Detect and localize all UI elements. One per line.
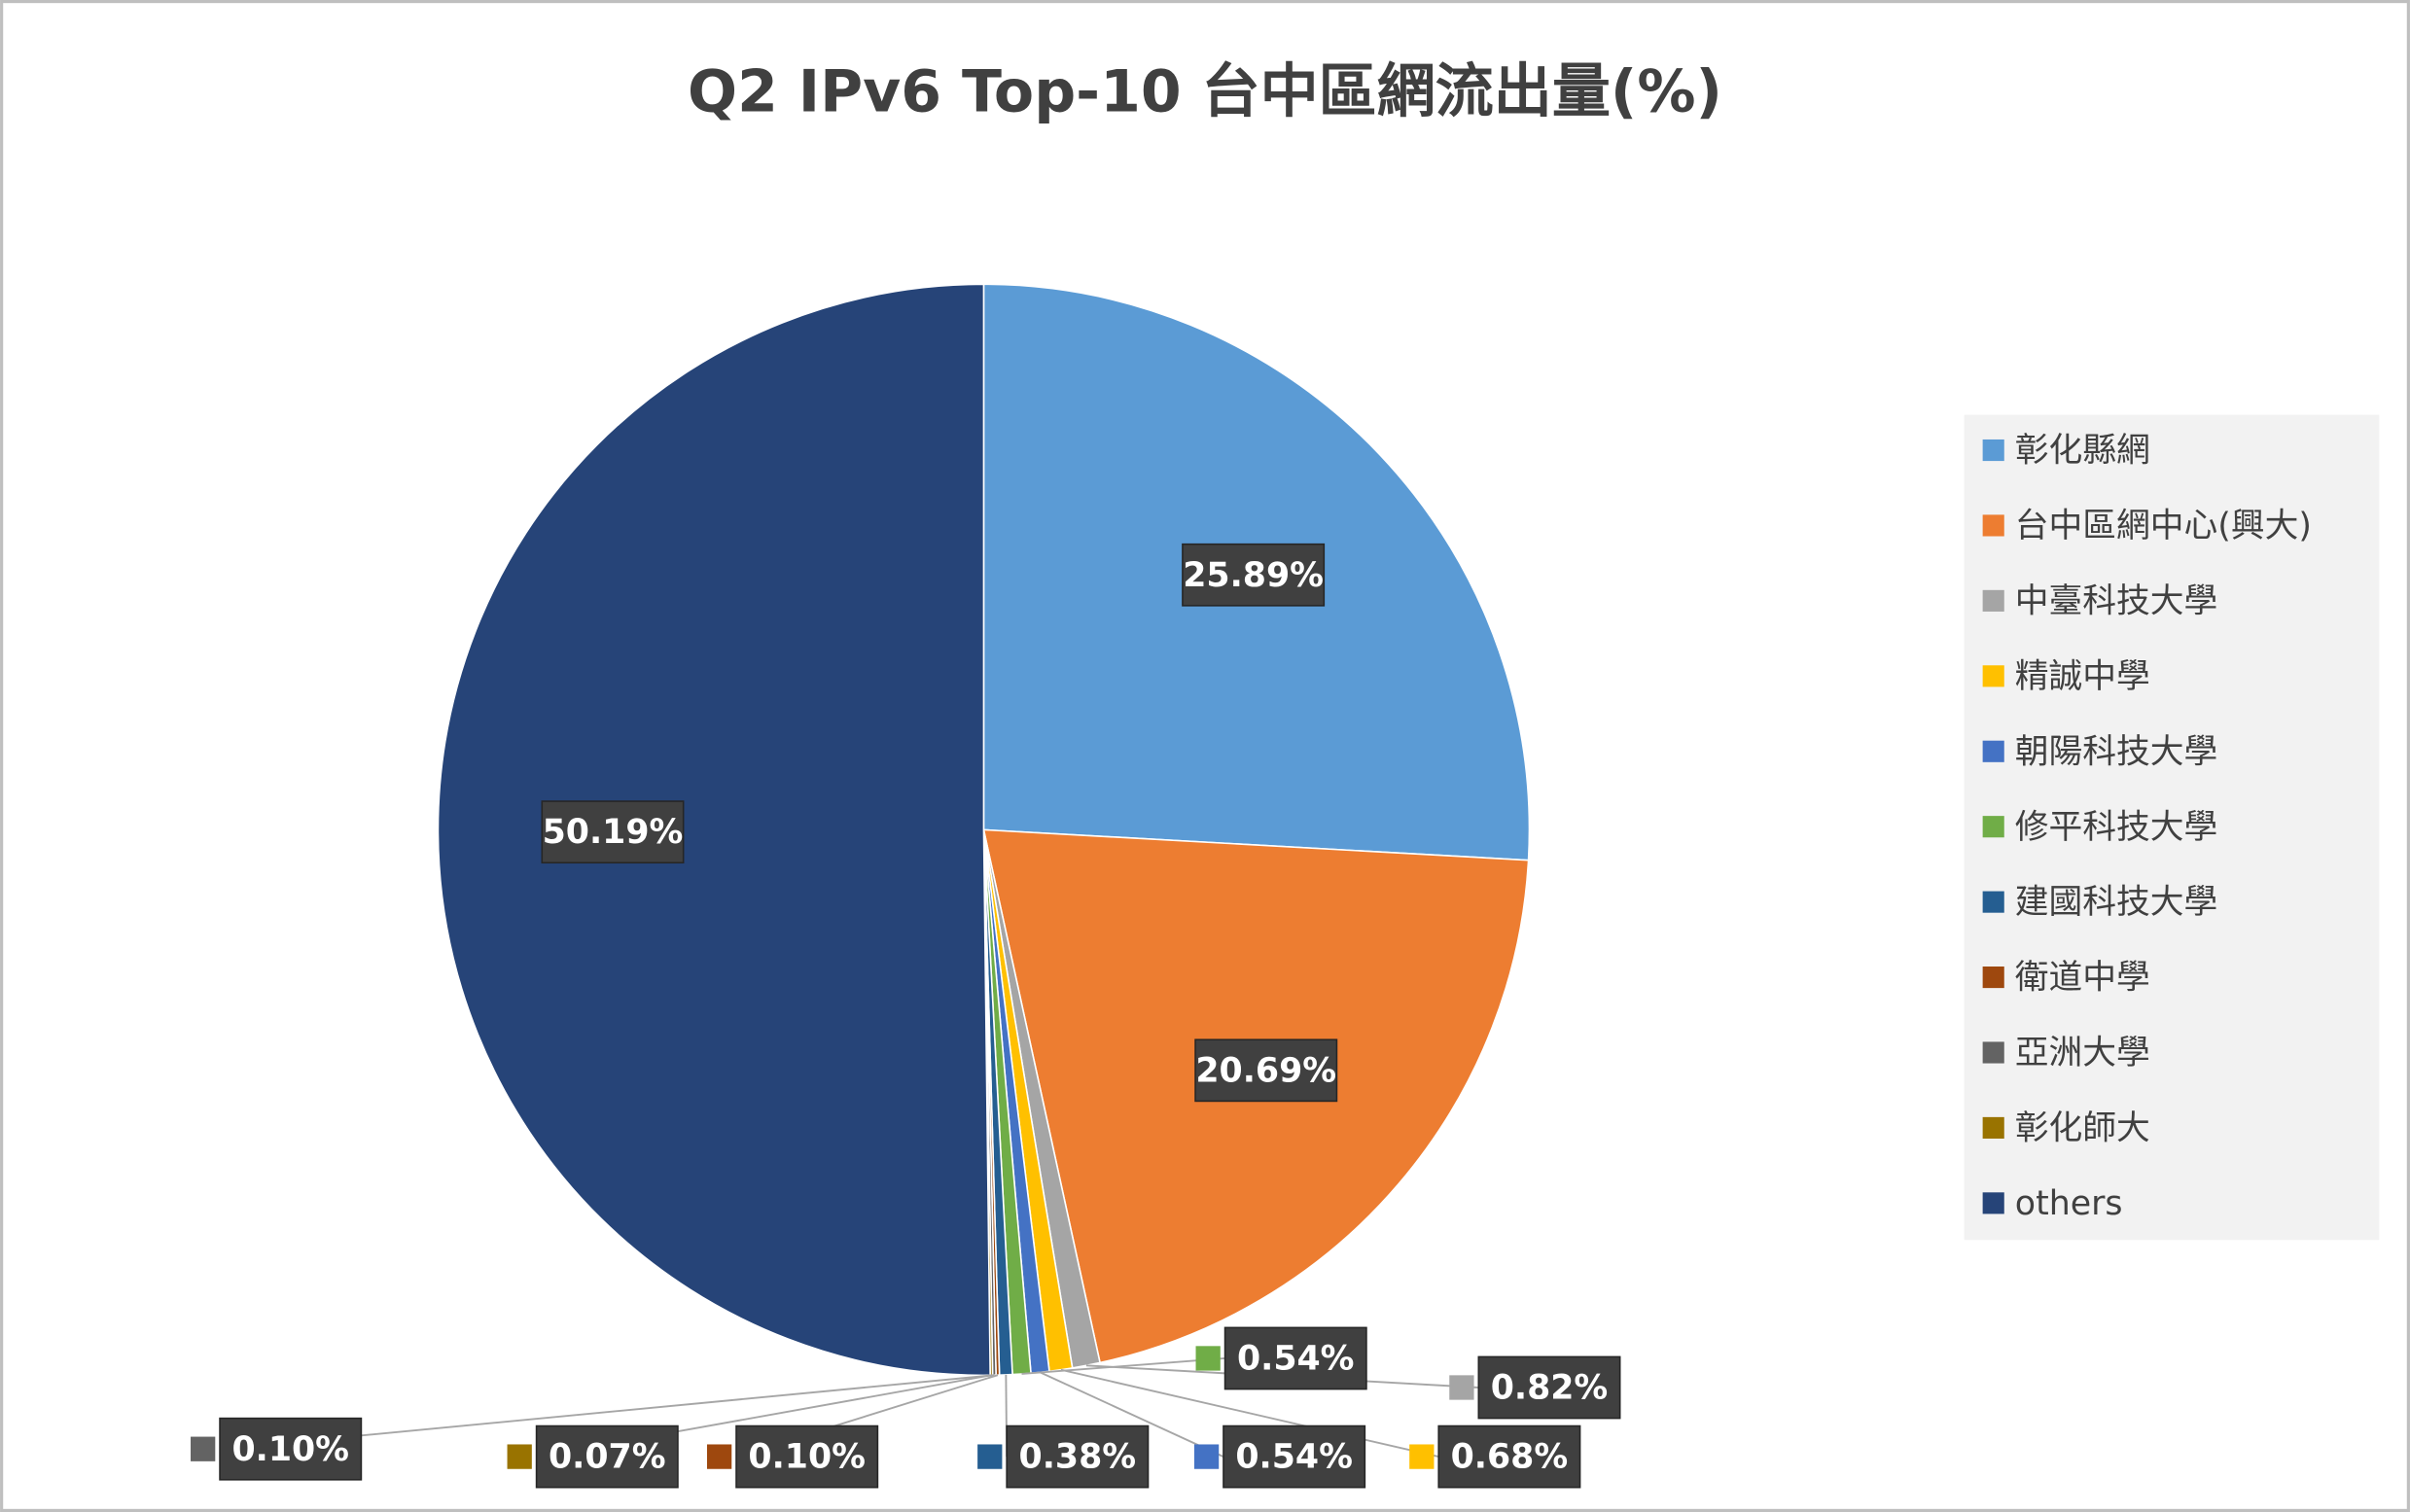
label-box: [1437, 1424, 1581, 1489]
legend-box: [1964, 414, 2380, 1241]
pie-slice: [437, 283, 991, 1377]
data-label: 0.38%: [1019, 1438, 1137, 1477]
data-label: 0.10%: [748, 1438, 866, 1477]
chart-title: Q2 IPv6 Top-10 台中區網流出量(%): [688, 58, 1722, 126]
legend-key: [1982, 665, 2004, 687]
legend-key: [1982, 740, 2004, 762]
data-label: 0.54%: [1235, 1438, 1353, 1477]
label-box: [1194, 1038, 1338, 1103]
legend-label: 精誠中學: [2015, 657, 2150, 696]
label-box: [1006, 1424, 1150, 1489]
legend-label: 中臺科技大學: [2015, 581, 2218, 620]
label-key: [706, 1444, 732, 1469]
legend-key: [1982, 816, 2004, 838]
data-label: 0.68%: [1451, 1438, 1569, 1477]
label-key: [1195, 1346, 1221, 1371]
data-label: 0.10%: [231, 1430, 349, 1469]
legend-key: [1982, 1116, 2004, 1139]
label-box: [541, 800, 685, 864]
label-key: [1193, 1444, 1220, 1469]
legend-label: 修平科技大學: [2015, 808, 2218, 847]
legend-key: [1982, 1192, 2004, 1214]
leader-line: [1040, 1371, 1224, 1458]
label-box: [219, 1417, 363, 1481]
label-box: [1182, 543, 1326, 607]
label-box: [735, 1424, 879, 1489]
legend-key: [1982, 514, 2004, 537]
label-box: [1223, 1424, 1366, 1489]
legend-label: others: [2015, 1184, 2123, 1223]
legend-label: 衛道中學: [2015, 959, 2150, 998]
legend-key: [1982, 439, 2004, 462]
legend-label: 彰化師大: [2015, 1109, 2150, 1148]
legend-key: [1982, 1041, 2004, 1064]
data-label: 0.82%: [1491, 1369, 1609, 1408]
leader-line: [1060, 1368, 1439, 1459]
label-key: [1409, 1444, 1435, 1469]
legend-label: 亞洲大學: [2015, 1034, 2150, 1072]
label-box: [1477, 1355, 1621, 1420]
legend-label: 朝陽科技大學: [2015, 732, 2218, 771]
label-key: [977, 1444, 1003, 1469]
data-label: 25.89%: [1183, 556, 1324, 595]
label-key: [1449, 1375, 1474, 1400]
data-label: 50.19%: [543, 813, 684, 852]
data-label: 0.07%: [549, 1438, 666, 1477]
leader-line: [1021, 1357, 1225, 1375]
data-label: 0.54%: [1237, 1340, 1355, 1379]
data-label: 20.69%: [1195, 1051, 1336, 1090]
label-box: [1223, 1326, 1367, 1390]
legend-key: [1982, 589, 2004, 612]
legend-label: 建國科技大學: [2015, 883, 2218, 922]
legend-key: [1982, 891, 2004, 913]
legend-label: 台中區網中心(興大): [2015, 507, 2312, 545]
legend-key: [1982, 966, 2004, 989]
legend-label: 彰化縣網: [2015, 432, 2150, 471]
label-box: [535, 1424, 679, 1489]
label-key: [507, 1444, 532, 1469]
label-key: [191, 1436, 216, 1461]
